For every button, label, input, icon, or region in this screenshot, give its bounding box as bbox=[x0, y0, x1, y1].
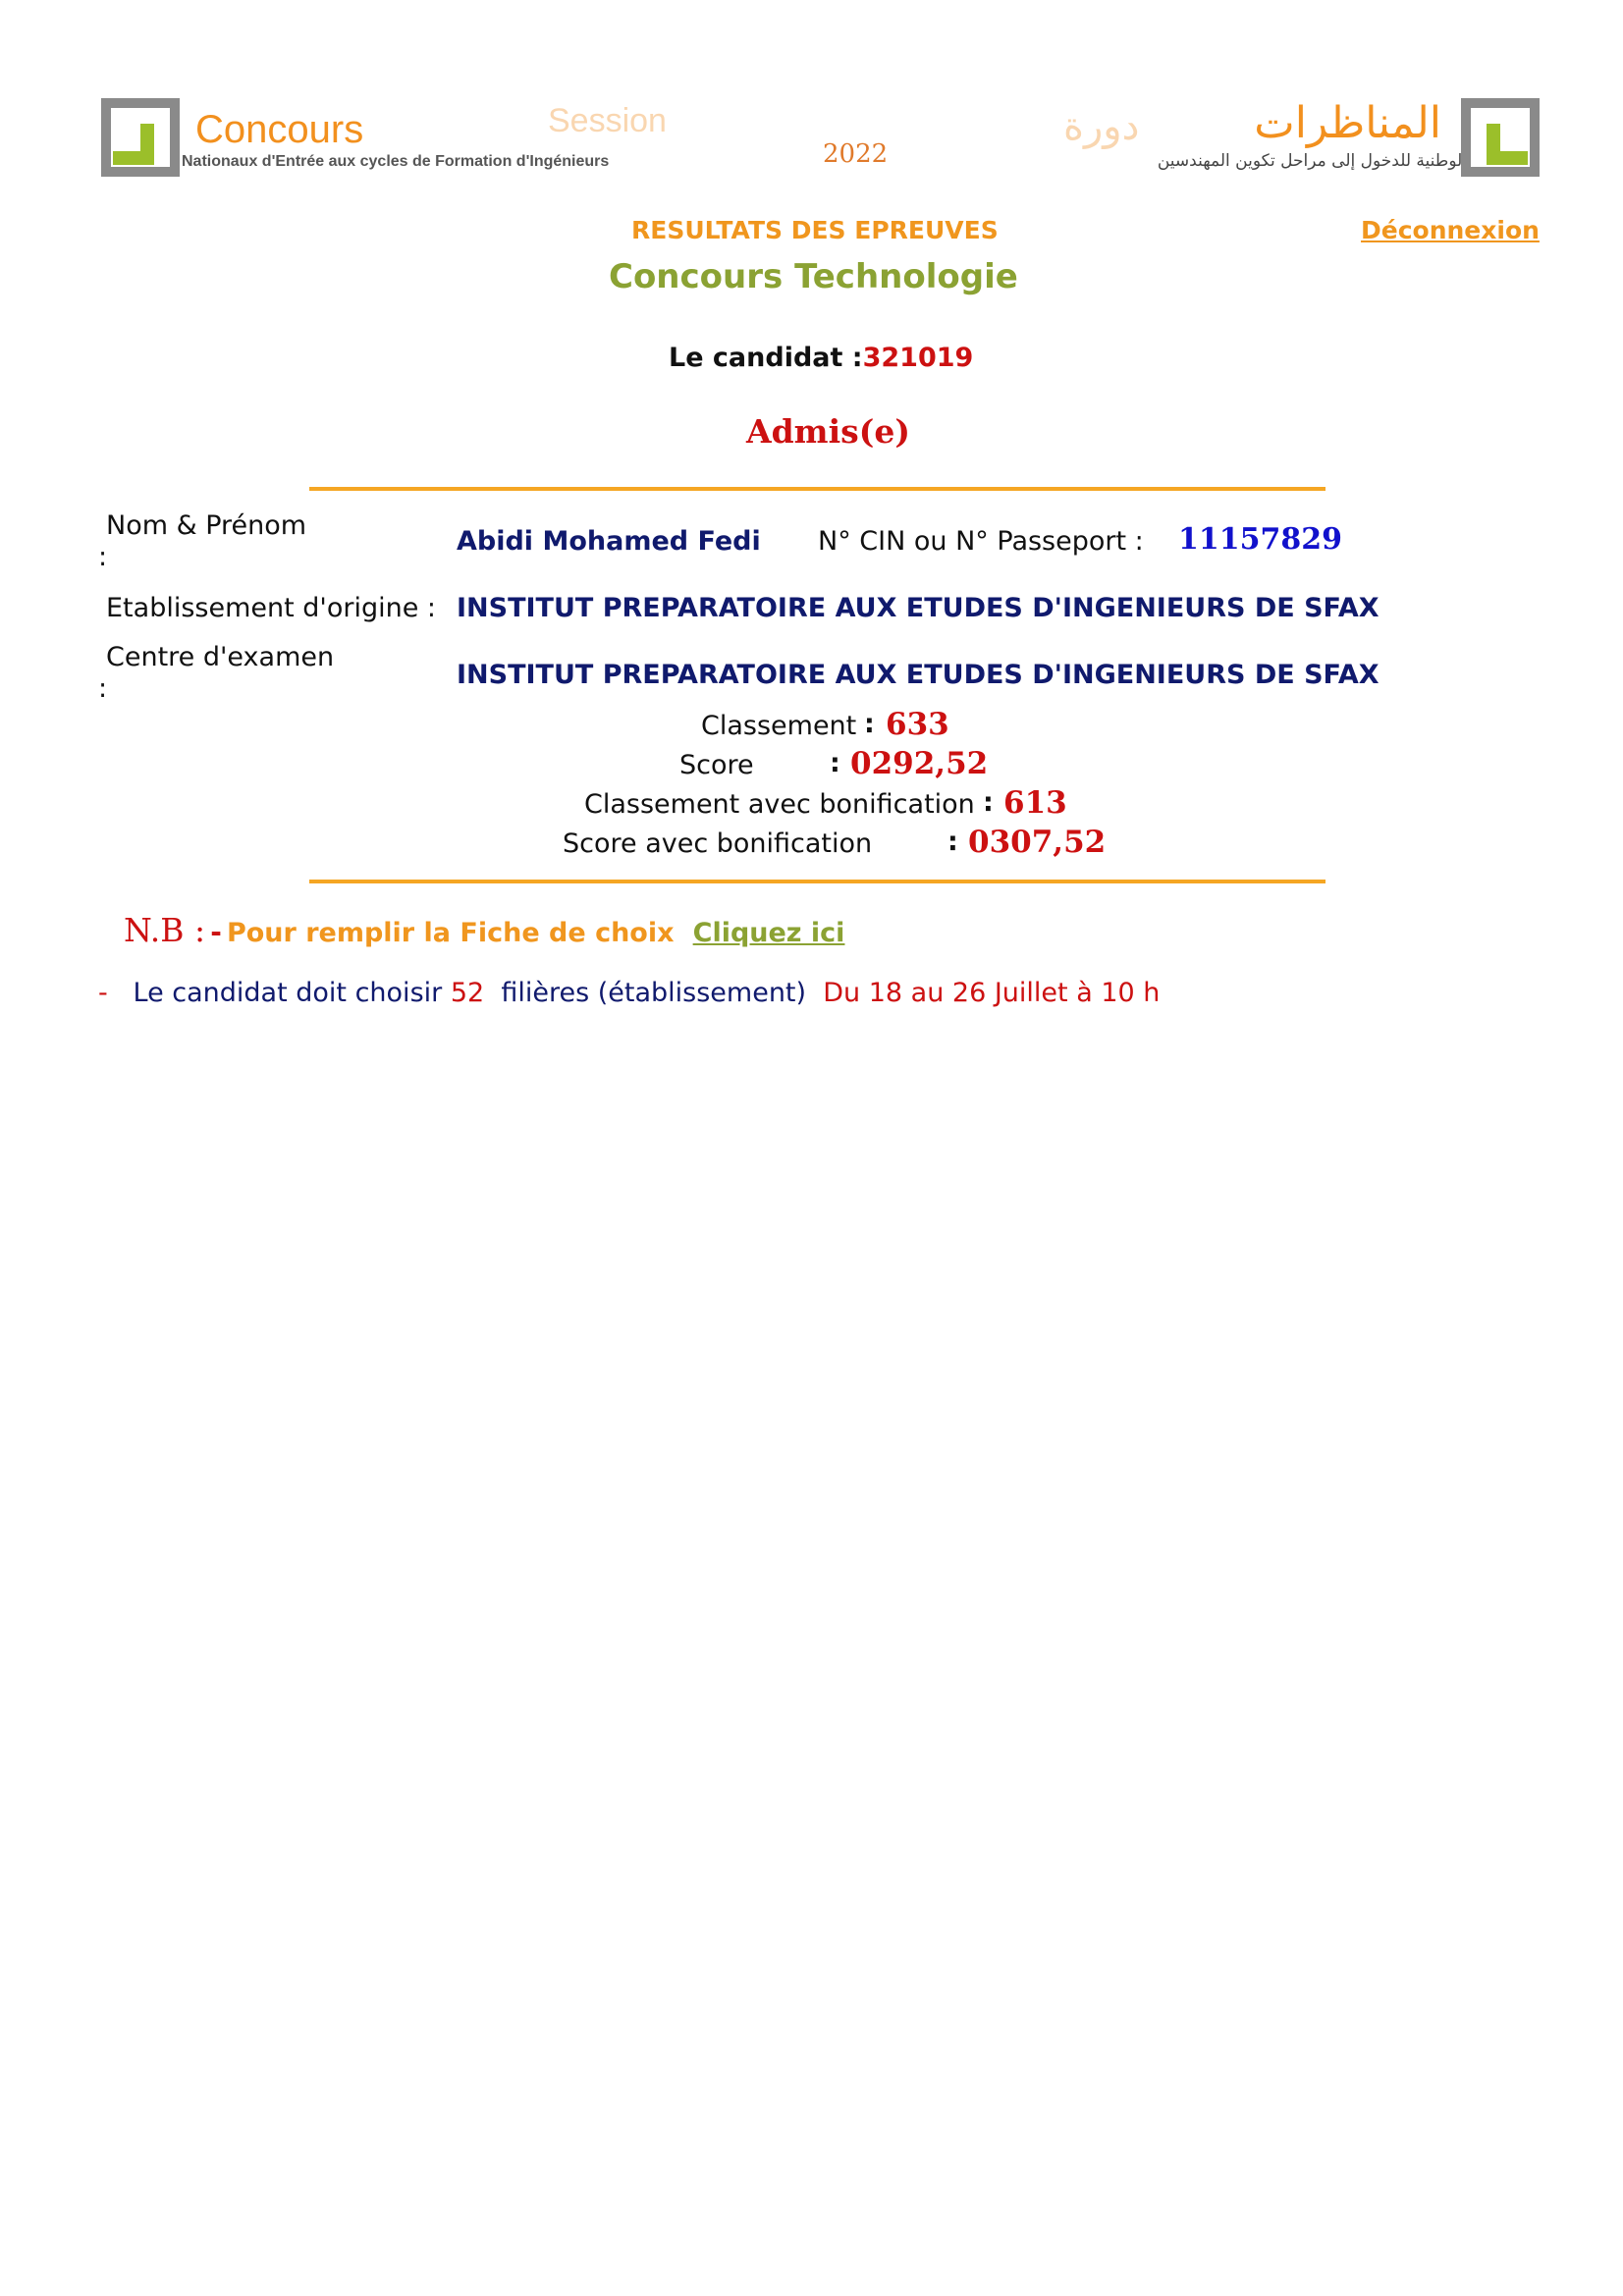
banner-arabic-title: المناظرات bbox=[1254, 98, 1441, 148]
divider-bottom bbox=[309, 880, 1325, 883]
rank-bonus-colon: : bbox=[983, 787, 994, 818]
banner-left-title: Concours bbox=[195, 108, 364, 151]
choice-count: 52 bbox=[450, 978, 485, 1008]
rank-bonus-value: 613 bbox=[1003, 785, 1067, 821]
exam-centre-label-colon: : bbox=[98, 673, 108, 704]
banner-left-subtitle: Nationaux d'Entrée aux cycles de Formati… bbox=[182, 153, 610, 170]
name-label-colon: : bbox=[98, 542, 108, 572]
banner-session-label: Session bbox=[548, 102, 667, 139]
rank-bonus-label: Classement avec bonification bbox=[584, 789, 975, 820]
origin-school-label: Etablissement d'origine : bbox=[106, 593, 436, 623]
banner-arabic-subtitle: الوطنية للدخول إلى مراحل تكوين المهندسين bbox=[1157, 151, 1467, 171]
divider-top bbox=[309, 487, 1325, 491]
score-bonus-colon: : bbox=[947, 827, 958, 857]
admission-status: Admis(e) bbox=[746, 412, 910, 451]
candidate-label: Le candidat : bbox=[669, 343, 863, 373]
note-dash: - bbox=[210, 916, 222, 948]
score-label: Score bbox=[679, 750, 754, 780]
candidate-line: Le candidat :321019 bbox=[669, 343, 973, 373]
header-banner: Concours Nationaux d'Entrée aux cycles d… bbox=[101, 98, 1540, 177]
cin-value: 11157829 bbox=[1178, 522, 1342, 557]
name-label: Nom & Prénom bbox=[106, 510, 307, 541]
score-bonus-value: 0307,52 bbox=[968, 825, 1107, 860]
choice-form-link[interactable]: Cliquez ici bbox=[692, 918, 845, 948]
logout-link[interactable]: Déconnexion bbox=[1361, 216, 1540, 244]
banner-year: 2022 bbox=[823, 139, 889, 169]
score-colon: : bbox=[830, 748, 840, 778]
rank-value: 633 bbox=[886, 707, 949, 742]
results-title: RESULTATS DES EPREUVES bbox=[631, 216, 999, 244]
exam-centre-value: INSTITUT PREPARATOIRE AUX ETUDES D'INGEN… bbox=[457, 660, 1380, 690]
origin-school-value: INSTITUT PREPARATOIRE AUX ETUDES D'INGEN… bbox=[457, 593, 1380, 623]
note-line: N.B : - Pour remplir la Fiche de choix C… bbox=[124, 911, 844, 949]
banner-arabic-session: دورة bbox=[1063, 104, 1140, 149]
name-value: Abidi Mohamed Fedi bbox=[457, 526, 761, 557]
choice-dash: - bbox=[98, 978, 108, 1008]
rank-label: Classement bbox=[701, 711, 857, 741]
score-bonus-label: Score avec bonification bbox=[563, 828, 873, 859]
contest-name: Concours Technologie bbox=[609, 257, 1018, 296]
choice-text-2: filières (établissement) bbox=[501, 978, 807, 1008]
score-value: 0292,52 bbox=[850, 746, 989, 781]
rank-colon: : bbox=[864, 709, 875, 739]
candidate-number: 321019 bbox=[862, 343, 974, 373]
concours-logo-left bbox=[101, 98, 180, 177]
note-text: Pour remplir la Fiche de choix bbox=[226, 918, 675, 948]
concours-logo-right bbox=[1461, 98, 1540, 177]
note-label: N.B : bbox=[124, 911, 206, 949]
choice-dates: Du 18 au 26 Juillet à 10 h bbox=[823, 978, 1161, 1008]
exam-centre-label: Centre d'examen bbox=[106, 642, 335, 672]
choice-text-1: Le candidat doit choisir bbox=[133, 978, 443, 1008]
choice-instructions: - Le candidat doit choisir 52 filières (… bbox=[98, 978, 1160, 1008]
cin-label: N° CIN ou N° Passeport : bbox=[818, 526, 1144, 557]
